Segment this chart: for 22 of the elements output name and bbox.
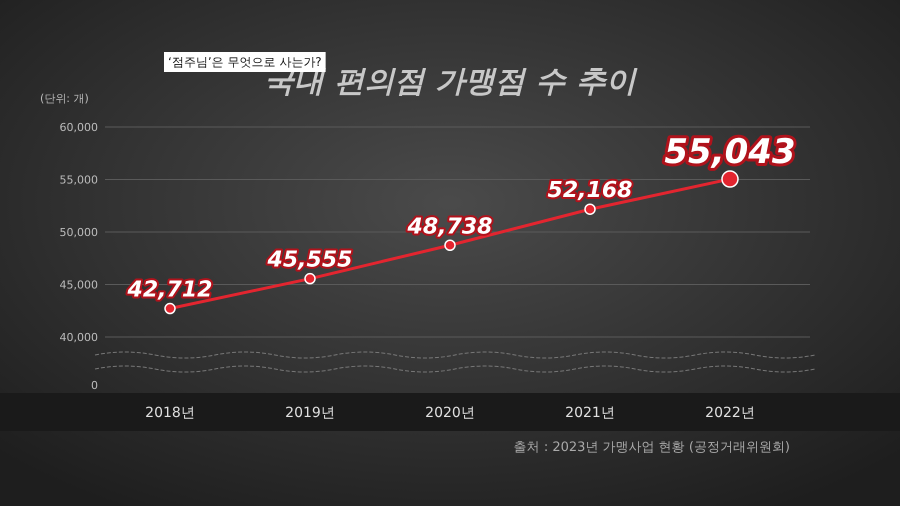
data-label: 52,168 [548, 178, 632, 204]
point [304, 272, 316, 284]
point [164, 302, 176, 314]
x-tick-label: 2018년 [145, 405, 195, 421]
x-tick-label: 2021년 [565, 405, 615, 421]
x-tick-label: 2020년 [425, 405, 475, 421]
text: 0 [91, 379, 98, 392]
point [444, 240, 456, 251]
data-label: 42,712 [126, 278, 212, 303]
point [584, 203, 596, 215]
y-axis-title: (단위: 개) [40, 92, 89, 105]
y-tick-label: 50,000 [60, 226, 98, 239]
y-tick-label: 40,000 [60, 331, 98, 344]
y-tick-label: 55,000 [60, 174, 98, 186]
y-tick-label: 60,000 [60, 121, 98, 134]
data-label: 45,555 [266, 248, 352, 273]
data-label: 55,043 [664, 132, 796, 172]
x-tick-label: 2022년 [705, 405, 755, 421]
x-tick-label: 2019년 [285, 405, 335, 421]
source-note: 출처 : 2023년 가맹사업 현황 (공정거래위원회) [514, 440, 790, 455]
data-label: 48,738 [406, 214, 492, 240]
y-tick-label: 45,000 [60, 278, 98, 292]
